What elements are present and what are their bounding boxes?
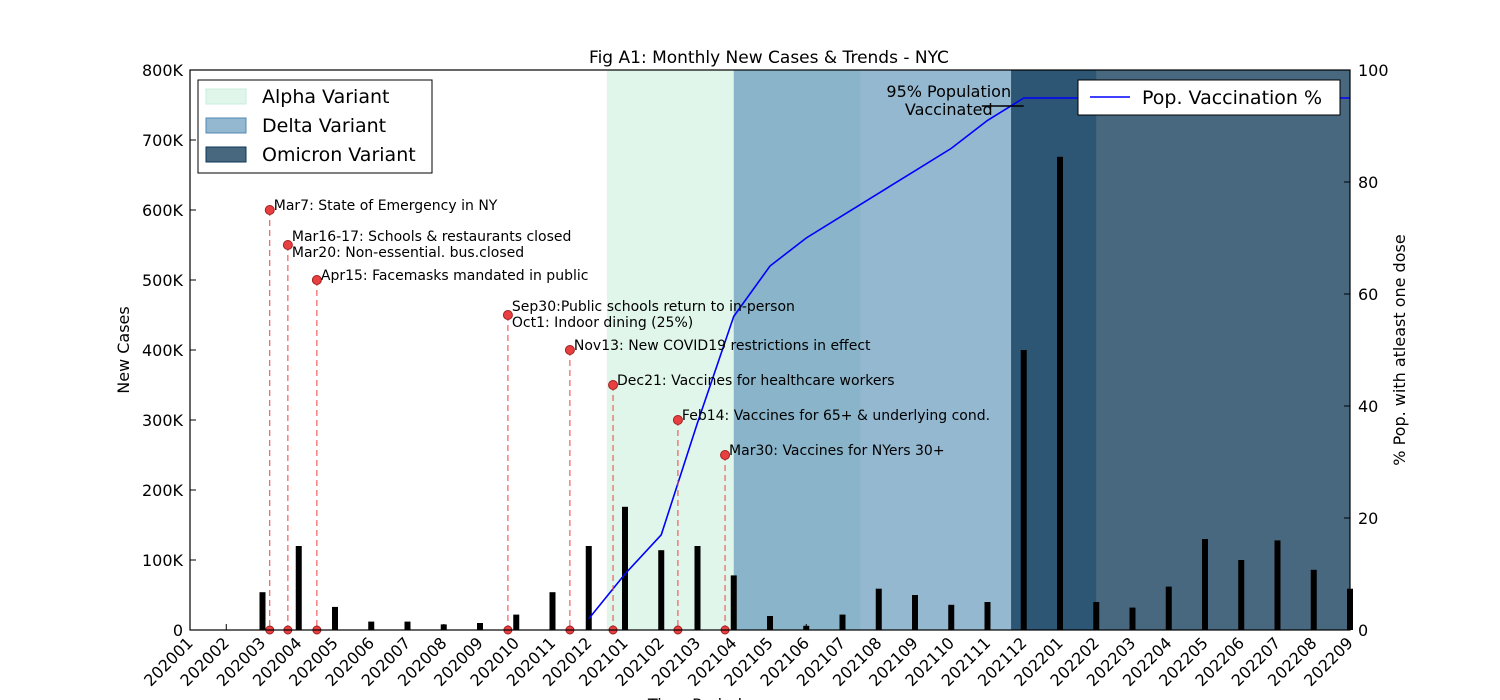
y-tick-label: 800K [142,61,184,80]
event-label: Mar20: Non-essential. bus.closed [292,245,524,261]
bar [585,546,592,630]
event-point [720,450,731,460]
event-point [311,275,322,285]
bar [1057,156,1063,631]
variant-span [1011,70,1350,630]
y-tick-label: 200K [142,481,184,500]
legend-swatch [205,117,247,134]
event-label: Mar16-17: Schools & restaurants closed [292,229,572,245]
bar [767,616,773,630]
bar [694,546,701,630]
bar [1020,350,1027,630]
bar [984,602,991,630]
event-point [502,310,513,320]
bar [332,606,338,630]
y-tick-label: 100K [142,551,184,570]
bar [404,621,411,630]
bar [875,588,882,630]
event-label: Sep30:Public schools return to in-person [512,299,795,315]
legend-swatch [205,88,247,105]
event-point [564,345,575,355]
event-label: Dec21: Vaccines for healthcare workers [617,373,895,389]
y2-tick-label: 40 [1358,397,1378,416]
y2-tick-label: 20 [1358,509,1378,528]
bar [440,624,447,630]
event-label: Mar7: State of Emergency in NY [274,198,498,214]
legend-label: Pop. Vaccination % [1142,87,1322,109]
y2-tick-label: 0 [1358,621,1368,640]
legend-label: Alpha Variant [262,86,389,108]
bar [295,546,302,630]
y2-tick-label: 60 [1358,285,1378,304]
y2-tick-label: 80 [1358,173,1378,192]
bar [839,614,846,630]
bar [1238,560,1245,630]
bar [1274,540,1281,630]
legend-swatch [205,146,247,163]
plot-frame [189,69,1351,631]
legend-label: Omicron Variant [262,144,416,166]
y2-tick-label: 100 [1358,61,1389,80]
bar [658,550,665,630]
chart-title: Fig A1: Monthly New Cases & Trends - NYC [589,48,949,68]
event-label: Oct1: Indoor dining (25%) [512,315,693,331]
bar [622,506,628,630]
event-label: Feb14: Vaccines for 65+ & underlying con… [682,408,990,424]
legend-label: Delta Variant [262,115,386,137]
bar [513,614,520,630]
bar [368,621,375,630]
event-point [608,380,619,390]
y2-axis-label: % Pop. with atleast one dose [1390,234,1409,465]
y-axis-label: New Cases [114,306,133,393]
bar [1165,586,1172,630]
event-point [672,415,683,425]
bar [730,575,737,630]
bar [1129,607,1136,630]
y-tick-label: 400K [142,341,184,360]
y-tick-label: 0 [173,621,183,640]
event-label: Nov13: New COVID19 restrictions in effec… [574,338,871,354]
event-label: Apr15: Facemasks mandated in public [321,268,589,284]
bar [477,623,483,630]
note-label: 95% Population [886,82,1011,101]
bar [1093,602,1100,630]
y-tick-label: 600K [142,201,184,220]
y-tick-label: 700K [142,131,184,150]
y-tick-label: 300K [142,411,184,430]
bar [948,604,955,630]
note-label: Vaccinated [905,100,993,119]
event-point [282,240,293,250]
event-point [264,205,275,215]
bar [259,592,266,630]
x-axis-label: Time Period [647,695,742,700]
bar [912,595,918,630]
event-label: Mar30: Vaccines for NYers 30+ [729,443,945,459]
bar [549,592,556,630]
y-tick-label: 500K [142,271,184,290]
bar [1310,569,1317,630]
bar [1202,539,1208,630]
bar [803,625,810,630]
